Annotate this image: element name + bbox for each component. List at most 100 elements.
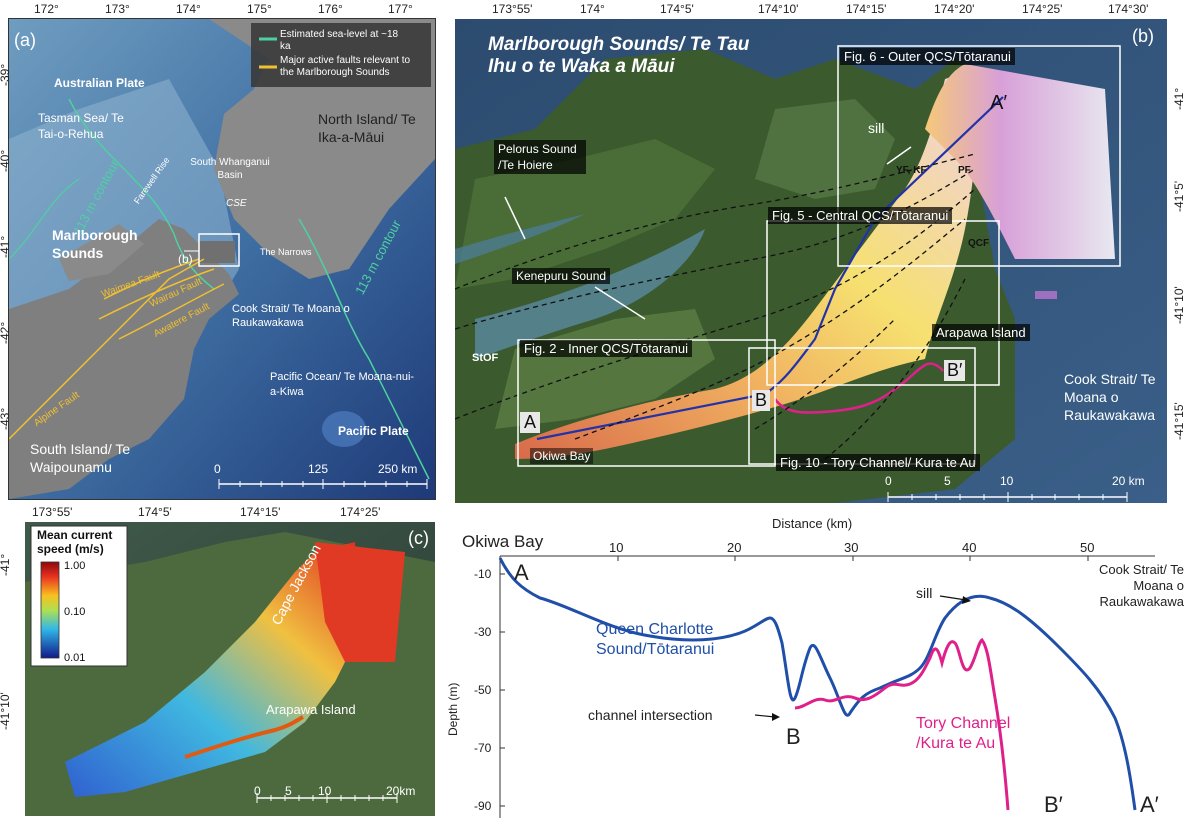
panel-a-lon-tick: 172° (34, 2, 59, 16)
panel-c-map (25, 522, 435, 816)
label-marlborough-sounds: Marlborough Sounds (52, 227, 138, 261)
panel-b-lon-tick: 174°20' (934, 2, 975, 16)
profile-ylabel: Depth (m) (446, 682, 460, 736)
label-whanganui-basin: South Whanganui Basin (190, 157, 270, 181)
scale-a-125: 125 (308, 462, 329, 476)
panel-b-lon-tick: 174° (580, 2, 605, 16)
legend-faults: Major active faults relevant to the Marl… (280, 55, 411, 78)
panel-a-lon-tick: 177° (388, 2, 413, 16)
colorbar-title: Mean current speed (m/s) (37, 528, 113, 556)
colorbar-tick-3: 0.01 (64, 652, 86, 664)
profile-point-b-prime: B′ (1044, 792, 1063, 817)
label-qcf: QCF (968, 238, 990, 249)
label-arapawa-island-c: Arapawa Island (266, 702, 356, 717)
scale-a-0: 0 (214, 462, 221, 476)
label-kenepuru-sound: Kenepuru Sound (512, 268, 611, 284)
profile-label-cook-strait: Cook Strait/ Te Moana o Raukawakawa (1098, 562, 1184, 609)
panel-a-lon-tick: 174° (176, 2, 201, 16)
panel-b-lon-tick: 174°5' (660, 2, 694, 16)
profile-y-tick: -50 (474, 683, 492, 697)
panel-c-label: (c) (408, 528, 429, 548)
profile-plot (498, 555, 1155, 818)
panel-b-lon-tick: 174°15' (846, 2, 887, 16)
panel-b-lon-tick: 173°55' (492, 2, 533, 16)
label-south-island: South Island/ Te Waipounamu (30, 441, 131, 475)
panel-b-lat-tick: -41°5' (1172, 180, 1186, 212)
panel-c-lon-tick: 174°15' (240, 505, 281, 519)
panel-b-title: Marlborough Sounds/ Te Tau Ihu o te Waka… (488, 34, 750, 77)
profile-x-tick: 50 (1080, 540, 1095, 555)
box-label-fig5: Fig. 5 - Central QCS/Tōtaranui (768, 207, 953, 224)
label-the-narrows: The Narrows (260, 247, 312, 257)
panel-c-lat-tick: -41°10' (0, 692, 12, 730)
profile-y-tick: -30 (474, 625, 492, 639)
label-pacific-ocean: Pacific Ocean/ Te Moana-nui-a-Kiwa (270, 371, 415, 398)
panel-a-lon-tick: 175° (247, 2, 272, 16)
profile-xlabel: Distance (km) (772, 516, 853, 531)
point-b-map: B (752, 390, 771, 411)
label-australian-plate: Australian Plate (54, 76, 145, 90)
panel-b-lon-tick: 174°10' (758, 2, 799, 16)
panel-c-lat-tick: -41° (0, 553, 12, 576)
panel-c-lon-tick: 173°55' (32, 505, 73, 519)
label-pf: PF (958, 165, 971, 176)
label-sill-b: sill (868, 120, 885, 136)
profile-label-intersection: channel intersection (588, 707, 713, 723)
label-arapawa-island-b: Arapawa Island (932, 324, 1030, 341)
point-a-map: A (520, 412, 541, 433)
panel-a-label: (a) (14, 30, 36, 50)
panel-b-label: (b) (1132, 26, 1154, 46)
point-a-prime-map: A′ (990, 92, 1008, 114)
box-label-fig2: Fig. 2 - Inner QCS/Tōtaranui (520, 340, 693, 357)
label-cook-strait-a: Cook Strait/ Te Moana o Raukawakawa (232, 303, 350, 329)
profile-x-tick: 40 (962, 540, 977, 555)
scale-c-0: 0 (254, 784, 261, 798)
colorbar-tick-1: 1.00 (64, 560, 86, 572)
colorbar-tick-2: 0.10 (64, 606, 86, 618)
label-cse: CSE (226, 198, 247, 209)
profile-point-b: B (786, 724, 801, 749)
profile-y-tick: -70 (474, 741, 492, 755)
panel-b-lat-tick: -41°10' (1172, 286, 1186, 324)
panel-a-lon-tick: 176° (318, 2, 343, 16)
panel-c-lon-tick: 174°5' (138, 505, 172, 519)
profile-y-tick: -10 (474, 567, 492, 581)
profile-label-sill: sill (916, 585, 933, 601)
point-b-prime-map: B′ (944, 360, 966, 381)
scale-b-0: 0 (885, 474, 892, 488)
profile-okiwa-bay: Okiwa Bay (462, 532, 544, 551)
scale-b-5: 5 (944, 474, 951, 488)
label-okiwa-bay-b: Okiwa Bay (530, 448, 594, 464)
legend-sea-level: Estimated sea-level at ~18 ka (280, 29, 399, 52)
profile-x-tick: 20 (727, 540, 742, 555)
scale-b-10: 10 (1000, 474, 1014, 488)
profile-label-qcs: Queen Charlotte Sound/Tōtaranui (596, 621, 715, 658)
label-pelorus-sound: Pelorus Sound /Te Hoiere (494, 140, 586, 174)
label-pacific-plate: Pacific Plate (338, 424, 409, 438)
panel-b-lon-tick: 174°30' (1108, 2, 1149, 16)
label-cook-strait-b: Cook Strait/ Te Moana o Raukawakawa (1064, 371, 1156, 423)
label-b-marker: (b) (178, 252, 193, 266)
profile-x-tick: 10 (609, 540, 624, 555)
panel-c-lon-tick: 174°25' (340, 505, 381, 519)
panel-b-map (455, 19, 1167, 503)
profile-y-tick: -90 (474, 799, 492, 813)
scale-c-10: 10 (318, 784, 332, 798)
scale-c-20: 20km (386, 784, 416, 798)
scale-a-250: 250 km (378, 462, 418, 476)
scale-b-20: 20 km (1112, 474, 1145, 488)
panel-b-lat-tick: -41°15' (1172, 402, 1186, 440)
box-label-fig6: Fig. 6 - Outer QCS/Tōtaranui (840, 48, 1015, 65)
label-tasman-sea: Tasman Sea/ Te Tai-o-Rehua (38, 111, 124, 141)
profile-label-tory: Tory Channel /Kura te Au (916, 715, 1011, 752)
label-yf-kf: YF, KF (896, 165, 927, 176)
panel-a-lon-tick: 173° (105, 2, 130, 16)
panel-b-lon-tick: 174°25' (1022, 2, 1063, 16)
profile-point-a-prime: A′ (1140, 792, 1159, 817)
label-north-island: North Island/ Te Ika-a-Māui (318, 111, 416, 145)
profile-x-tick: 30 (844, 540, 859, 555)
panel-a-frame (8, 18, 436, 500)
label-stof: StOF (472, 352, 499, 364)
panel-a-map (9, 19, 435, 499)
box-label-fig10: Fig. 10 - Tory Channel/ Kura te Au (776, 454, 980, 471)
